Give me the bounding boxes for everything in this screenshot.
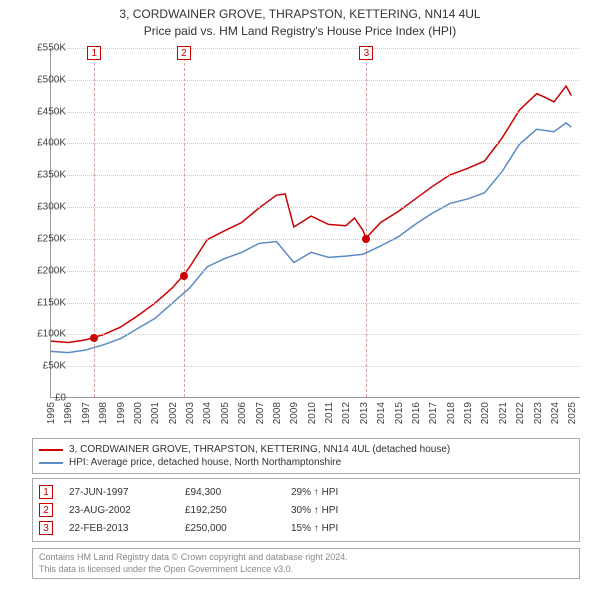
- x-tick-label: 2011: [324, 402, 335, 436]
- x-tick-label: 2005: [220, 402, 231, 436]
- x-tick-label: 2024: [550, 402, 561, 436]
- gridline-h: [51, 334, 580, 335]
- sale-price: £94,300: [185, 487, 275, 498]
- title-address: 3, CORDWAINER GROVE, THRAPSTON, KETTERIN…: [0, 6, 600, 23]
- footer-attribution: Contains HM Land Registry data © Crown c…: [32, 548, 580, 579]
- gridline-h: [51, 48, 580, 49]
- sale-marker-box: 1: [87, 46, 101, 60]
- sales-box: 1 27-JUN-1997 £94,300 29% ↑ HPI 2 23-AUG-2002…: [32, 478, 580, 542]
- x-tick-label: 1996: [63, 402, 74, 436]
- footer-line2: This data is licensed under the Open Gov…: [39, 564, 573, 576]
- sale-dot: [362, 235, 370, 243]
- legend-label: 3, CORDWAINER GROVE, THRAPSTON, KETTERIN…: [69, 444, 450, 455]
- x-tick-label: 2006: [237, 402, 248, 436]
- gridline-h: [51, 239, 580, 240]
- x-tick-label: 2007: [255, 402, 266, 436]
- y-tick-label: £500K: [22, 74, 66, 85]
- y-tick-label: £0: [22, 393, 66, 404]
- x-tick-label: 2019: [463, 402, 474, 436]
- gridline-h: [51, 112, 580, 113]
- sale-row: 2 23-AUG-2002 £192,250 30% ↑ HPI: [39, 501, 573, 519]
- x-tick-label: 2004: [202, 402, 213, 436]
- gridline-h: [51, 271, 580, 272]
- x-tick-label: 1999: [116, 402, 127, 436]
- y-tick-label: £400K: [22, 138, 66, 149]
- footer-line1: Contains HM Land Registry data © Crown c…: [39, 552, 573, 564]
- sale-date: 27-JUN-1997: [69, 487, 169, 498]
- x-tick-label: 2008: [272, 402, 283, 436]
- sale-diff: 29% ↑ HPI: [291, 487, 381, 498]
- sale-diff: 30% ↑ HPI: [291, 505, 381, 516]
- sale-vline: [366, 48, 367, 397]
- gridline-h: [51, 143, 580, 144]
- y-tick-label: £350K: [22, 170, 66, 181]
- x-tick-label: 2023: [533, 402, 544, 436]
- chart-svg: [51, 48, 580, 397]
- y-tick-label: £550K: [22, 43, 66, 54]
- x-tick-label: 2012: [341, 402, 352, 436]
- sale-vline: [94, 48, 95, 397]
- gridline-h: [51, 366, 580, 367]
- legend-label: HPI: Average price, detached house, Nort…: [69, 457, 341, 468]
- x-tick-label: 1998: [98, 402, 109, 436]
- x-tick-label: 2001: [150, 402, 161, 436]
- x-tick-label: 2018: [446, 402, 457, 436]
- sale-price: £192,250: [185, 505, 275, 516]
- y-tick-label: £50K: [22, 361, 66, 372]
- sale-diff: 15% ↑ HPI: [291, 523, 381, 534]
- gridline-h: [51, 207, 580, 208]
- legend-row: 3, CORDWAINER GROVE, THRAPSTON, KETTERIN…: [39, 443, 573, 456]
- gridline-h: [51, 303, 580, 304]
- sale-price: £250,000: [185, 523, 275, 534]
- y-tick-label: £150K: [22, 297, 66, 308]
- x-tick-label: 2025: [567, 402, 578, 436]
- sale-row: 3 22-FEB-2013 £250,000 15% ↑ HPI: [39, 519, 573, 537]
- x-tick-label: 2016: [411, 402, 422, 436]
- sale-marker-box: 3: [359, 46, 373, 60]
- x-tick-label: 2010: [307, 402, 318, 436]
- legend-swatch: [39, 449, 63, 451]
- series-hpi-line: [51, 123, 571, 353]
- y-tick-label: £300K: [22, 202, 66, 213]
- sale-date: 23-AUG-2002: [69, 505, 169, 516]
- legend-swatch: [39, 462, 63, 464]
- x-tick-label: 2020: [480, 402, 491, 436]
- gridline-h: [51, 175, 580, 176]
- x-tick-label: 2022: [515, 402, 526, 436]
- legend-box: 3, CORDWAINER GROVE, THRAPSTON, KETTERIN…: [32, 438, 580, 474]
- x-tick-label: 2014: [376, 402, 387, 436]
- x-tick-label: 2002: [168, 402, 179, 436]
- gridline-h: [51, 80, 580, 81]
- legend-row: HPI: Average price, detached house, Nort…: [39, 456, 573, 469]
- sale-dot: [180, 272, 188, 280]
- sale-row-marker: 3: [39, 521, 53, 535]
- title-block: 3, CORDWAINER GROVE, THRAPSTON, KETTERIN…: [0, 0, 600, 40]
- sale-date: 22-FEB-2013: [69, 523, 169, 534]
- sale-dot: [90, 334, 98, 342]
- x-tick-label: 2015: [394, 402, 405, 436]
- x-tick-label: 2000: [133, 402, 144, 436]
- series-property-line: [51, 86, 571, 342]
- x-tick-label: 2021: [498, 402, 509, 436]
- x-tick-label: 2013: [359, 402, 370, 436]
- y-tick-label: £250K: [22, 233, 66, 244]
- y-tick-label: £200K: [22, 265, 66, 276]
- x-tick-label: 2017: [428, 402, 439, 436]
- sale-row-marker: 1: [39, 485, 53, 499]
- x-tick-label: 2009: [289, 402, 300, 436]
- chart-container: 3, CORDWAINER GROVE, THRAPSTON, KETTERIN…: [0, 0, 600, 590]
- sale-row-marker: 2: [39, 503, 53, 517]
- y-tick-label: £100K: [22, 329, 66, 340]
- x-tick-label: 1997: [81, 402, 92, 436]
- y-tick-label: £450K: [22, 106, 66, 117]
- x-tick-label: 2003: [185, 402, 196, 436]
- title-subtitle: Price paid vs. HM Land Registry's House …: [0, 23, 600, 40]
- sale-marker-box: 2: [177, 46, 191, 60]
- sale-vline: [184, 48, 185, 397]
- x-tick-label: 1995: [46, 402, 57, 436]
- chart-plot-area: 1 2 3: [50, 48, 580, 398]
- sale-row: 1 27-JUN-1997 £94,300 29% ↑ HPI: [39, 483, 573, 501]
